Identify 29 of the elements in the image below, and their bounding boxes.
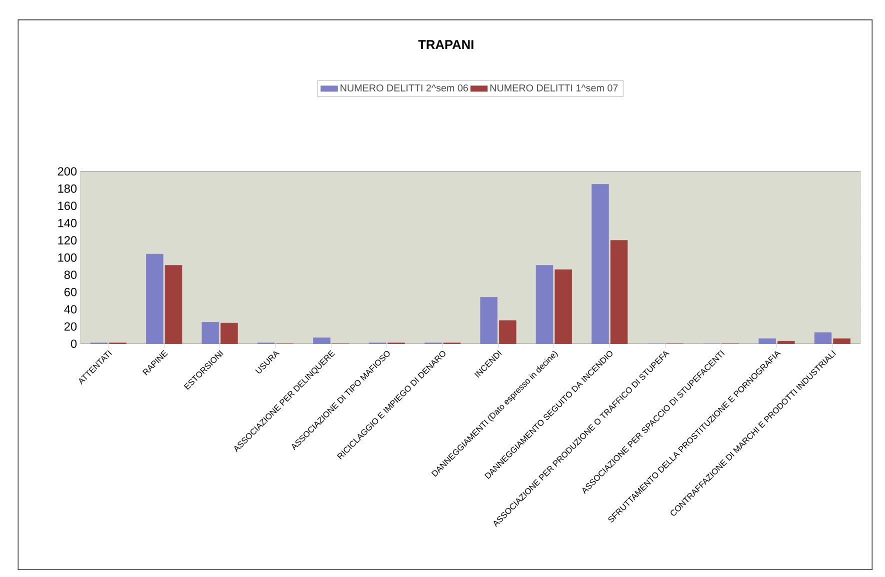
bar <box>814 332 832 344</box>
y-tick-label: 140 <box>58 219 77 228</box>
y-tick-label: 180 <box>58 184 77 194</box>
bar <box>313 338 330 344</box>
y-tick-label: 160 <box>58 202 77 210</box>
y-tick-label: 60 <box>64 288 77 296</box>
bar <box>536 265 554 344</box>
y-tick-label: 20 <box>64 322 77 331</box>
bar <box>610 240 628 344</box>
bar <box>592 184 609 344</box>
y-tick-label: 200 <box>58 167 77 176</box>
bar <box>554 270 572 344</box>
y-tick-label: 100 <box>58 254 77 262</box>
y-tick-label: 120 <box>58 236 77 245</box>
bar <box>202 322 219 344</box>
legend-label: NUMERO DELITTI 2^sem 06 <box>340 84 468 92</box>
bar <box>777 341 795 344</box>
bar <box>164 265 182 344</box>
bar <box>758 338 776 344</box>
y-tick-label: 80 <box>64 270 77 280</box>
chart-title: TRAPANI <box>418 40 474 50</box>
y-tick-label: 40 <box>64 305 77 314</box>
bar <box>480 297 498 344</box>
bar <box>499 320 516 344</box>
y-tick-label: 0 <box>70 340 77 348</box>
legend-label: NUMERO DELITTI 1^sem 07 <box>490 84 618 92</box>
bar <box>833 338 850 344</box>
bar <box>146 254 164 344</box>
bar <box>220 323 238 344</box>
